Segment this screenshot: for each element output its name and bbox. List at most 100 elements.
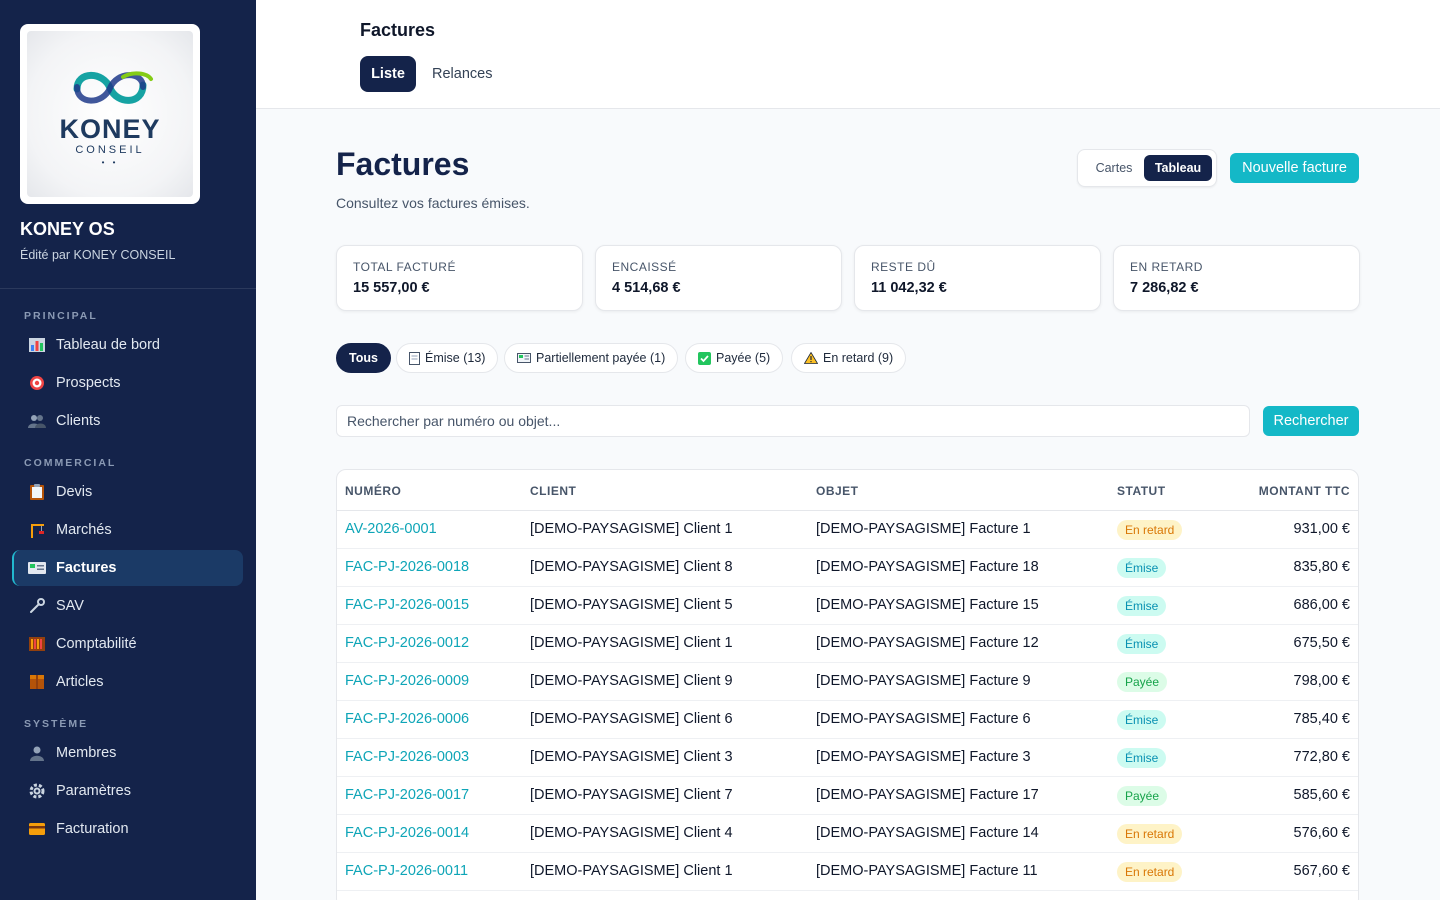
column-header-montant[interactable]: MONTANT TTC	[1258, 484, 1350, 498]
sidebar-item-label: Paramètres	[56, 783, 131, 799]
invoice-number-link[interactable]: FAC-PJ-2026-0015	[345, 597, 470, 613]
search-button[interactable]: Rechercher	[1263, 406, 1359, 436]
tab-relances[interactable]: Relances	[432, 66, 493, 82]
invoice-number-link[interactable]: AV-2026-0001	[345, 521, 437, 537]
view-cards-button[interactable]: Cartes	[1095, 161, 1133, 175]
table-row[interactable]: FAC-PJ-2026-0015 [DEMO-PAYSAGISME] Client…	[337, 587, 1358, 625]
header-title: Factures	[360, 20, 436, 40]
status-badge: En retard	[1117, 824, 1183, 844]
client-cell: [DEMO-PAYSAGISME] Client 1	[530, 863, 733, 879]
status-badge: Payée	[1117, 786, 1168, 806]
status-badge: Émise	[1117, 748, 1167, 768]
invoice-number-link[interactable]: FAC-PJ-2026-0014	[345, 825, 470, 841]
table-row[interactable]: AV-2026-0001 [DEMO-PAYSAGISME] Client 1 [D…	[337, 511, 1358, 549]
status-badge: Émise	[1117, 596, 1167, 616]
table-row[interactable]: FAC-PJ-2026-0011 [DEMO-PAYSAGISME] Client…	[337, 853, 1358, 891]
sidebar-item-membres[interactable]: Membres	[12, 735, 243, 771]
table-row[interactable]: FAC-PJ-2026-0014 [DEMO-PAYSAGISME] Client…	[337, 815, 1358, 853]
invoice-number-link[interactable]: FAC-PJ-2026-0003	[345, 749, 470, 765]
sidebar-divider	[0, 288, 256, 289]
filter-payee[interactable]: Payée (5)	[685, 343, 784, 373]
table-row[interactable]: FAC-PJ-2026-0012 [DEMO-PAYSAGISME] Client…	[337, 625, 1358, 663]
page-subtitle: Consultez vos factures émises.	[336, 195, 530, 211]
stat-label: TOTAL FACTURÉ	[353, 260, 456, 274]
view-table-button[interactable]: Tableau	[1144, 155, 1212, 181]
sidebar-item-label: SAV	[56, 598, 84, 614]
sidebar-item-label: Clients	[56, 413, 101, 429]
filter-emise[interactable]: Émise (13)	[396, 343, 499, 373]
invoice-number-link[interactable]: FAC-PJ-2026-0006	[345, 711, 470, 727]
amount-cell: 798,00 €	[1293, 673, 1350, 689]
sidebar-item-marches[interactable]: Marchés	[12, 512, 243, 548]
search-input[interactable]	[336, 405, 1250, 437]
filter-label: Tous	[349, 351, 378, 365]
tab-liste[interactable]: Liste	[360, 56, 416, 92]
sidebar-item-label: Marchés	[56, 522, 112, 538]
person-icon	[28, 744, 46, 762]
status-badge: Émise	[1117, 634, 1167, 654]
stat-value: 15 557,00 €	[353, 280, 430, 296]
sidebar-item-factures[interactable]: Factures	[12, 550, 243, 586]
objet-cell: [DEMO-PAYSAGISME] Facture 15	[816, 597, 1039, 613]
invoices-table: NUMÉRO CLIENT OBJET STATUT MONTANT TTC A…	[336, 469, 1359, 900]
client-cell: [DEMO-PAYSAGISME] Client 5	[530, 597, 733, 613]
credit-card-icon	[28, 820, 46, 838]
status-badge: Émise	[1117, 710, 1167, 730]
sidebar: KONEY CONSEIL • • KONEY OS Édité par KON…	[0, 0, 256, 900]
view-toggle: Cartes Tableau	[1077, 149, 1217, 187]
brand-subtitle: Édité par KONEY CONSEIL	[20, 248, 176, 262]
table-row[interactable]: FAC-PJ-2026-0009 [DEMO-PAYSAGISME] Client…	[337, 663, 1358, 701]
banknote-icon	[517, 353, 531, 363]
bar-chart-icon	[28, 336, 46, 354]
invoice-number-link[interactable]: FAC-PJ-2026-0011	[345, 863, 469, 879]
amount-cell: 772,80 €	[1293, 749, 1350, 765]
table-row[interactable]: FAC-PJ-2026-0006 [DEMO-PAYSAGISME] Client…	[337, 701, 1358, 739]
filter-partiellement-payee[interactable]: Partiellement payée (1)	[504, 343, 679, 373]
amount-cell: 686,00 €	[1293, 597, 1350, 613]
sidebar-item-tableau-de-bord[interactable]: Tableau de bord	[12, 327, 243, 363]
new-invoice-button[interactable]: Nouvelle facture	[1230, 153, 1359, 183]
warning-icon	[804, 352, 818, 364]
sidebar-item-devis[interactable]: Devis	[12, 474, 243, 510]
sidebar-item-label: Factures	[56, 560, 117, 576]
stat-card-total: TOTAL FACTURÉ 15 557,00 €	[336, 245, 583, 311]
crane-icon	[28, 521, 46, 539]
sidebar-item-clients[interactable]: Clients	[12, 403, 243, 439]
table-row[interactable]: FAC-PJ-2026-0003 [DEMO-PAYSAGISME] Client…	[337, 739, 1358, 777]
sidebar-item-prospects[interactable]: Prospects	[12, 365, 243, 401]
table-row[interactable]: FAC-PJ-2026-0018 [DEMO-PAYSAGISME] Client…	[337, 549, 1358, 587]
objet-cell: [DEMO-PAYSAGISME] Facture 18	[816, 559, 1039, 575]
filter-tous[interactable]: Tous	[336, 343, 391, 373]
invoice-number-link[interactable]: FAC-PJ-2026-0009	[345, 673, 470, 689]
stat-card-reste-du: RESTE DÛ 11 042,32 €	[854, 245, 1101, 311]
stat-card-encaisse: ENCAISSÉ 4 514,68 €	[595, 245, 842, 311]
column-header-client[interactable]: CLIENT	[530, 484, 577, 498]
invoice-number-link[interactable]: FAC-PJ-2026-0012	[345, 635, 470, 651]
page-title: Factures	[336, 146, 470, 182]
column-header-objet[interactable]: OBJET	[816, 484, 859, 498]
sidebar-item-label: Prospects	[56, 375, 121, 391]
document-icon	[409, 351, 420, 365]
sidebar-item-parametres[interactable]: Paramètres	[12, 773, 243, 809]
sidebar-item-sav[interactable]: SAV	[12, 588, 243, 624]
sidebar-item-label: Devis	[56, 484, 93, 500]
amount-cell: 567,60 €	[1293, 863, 1350, 879]
stat-label: EN RETARD	[1130, 260, 1203, 274]
sidebar-item-comptabilite[interactable]: Comptabilité	[12, 626, 243, 662]
amount-cell: 585,60 €	[1293, 787, 1350, 803]
column-header-numero[interactable]: NUMÉRO	[345, 484, 402, 498]
invoice-number-link[interactable]: FAC-PJ-2026-0018	[345, 559, 470, 575]
objet-cell: [DEMO-PAYSAGISME] Facture 9	[816, 673, 1031, 689]
sidebar-item-facturation[interactable]: Facturation	[12, 811, 243, 847]
sidebar-item-label: Articles	[56, 674, 104, 690]
objet-cell: [DEMO-PAYSAGISME] Facture 17	[816, 787, 1039, 803]
status-badge: Émise	[1117, 558, 1167, 578]
filter-en-retard[interactable]: En retard (9)	[791, 343, 907, 373]
logo-wordmark: KONEY	[59, 114, 161, 144]
infinity-logo-icon	[73, 71, 153, 104]
status-badge: Payée	[1117, 672, 1168, 692]
table-row[interactable]: FAC-PJ-2026-0017 [DEMO-PAYSAGISME] Client…	[337, 777, 1358, 815]
invoice-number-link[interactable]: FAC-PJ-2026-0017	[345, 787, 470, 803]
column-header-statut[interactable]: STATUT	[1117, 484, 1166, 498]
sidebar-item-articles[interactable]: Articles	[12, 664, 243, 700]
